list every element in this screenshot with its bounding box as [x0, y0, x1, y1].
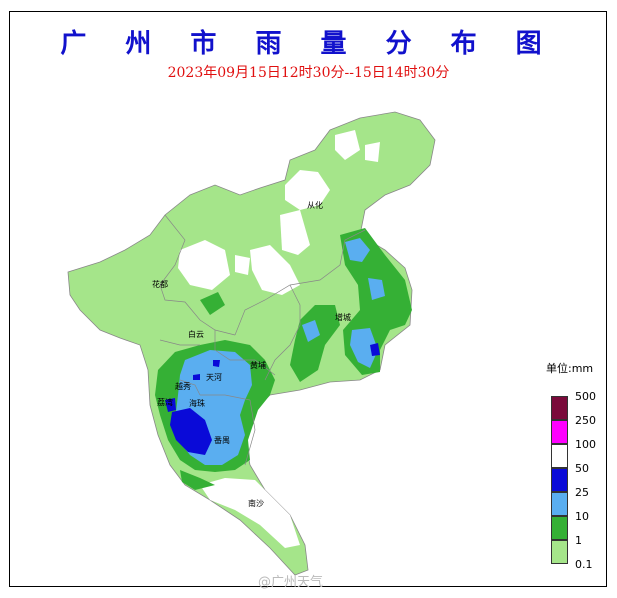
place-label-huadu: 花都 — [152, 279, 168, 289]
rain-50mm-liwan — [165, 398, 176, 412]
map-title: 广 州 市 雨 量 分 布 图 — [60, 29, 557, 59]
place-label-nansha: 南沙 — [248, 498, 264, 508]
rain-50mm-panyu — [170, 408, 212, 455]
legend-label: 25 — [575, 486, 589, 499]
legend-swatch — [551, 444, 568, 468]
legend-swatch — [551, 420, 568, 444]
dry-area-middle — [280, 210, 310, 255]
place-label-yuexiu: 越秀 — [175, 381, 191, 391]
legend-label: 500 — [575, 390, 596, 403]
legend-label: 100 — [575, 438, 596, 451]
dry-area-nansha — [200, 478, 300, 548]
guangzhou-outline — [67, 111, 436, 576]
rain-10mm-zengcheng-west — [290, 305, 340, 382]
watermark: @广州天气 — [258, 575, 324, 590]
rain-25mm-zengcheng-ne — [345, 238, 370, 262]
rain-25mm-zengcheng-se — [350, 328, 378, 368]
legend-label: 10 — [575, 510, 589, 523]
place-label-baiyun: 白云 — [188, 329, 204, 339]
legend-label: 0.1 — [575, 558, 593, 571]
rain-25mm-zengcheng-e — [368, 278, 385, 300]
legend-title: 单位:mm — [546, 362, 594, 375]
district-boundaries — [159, 214, 366, 466]
legend-swatch — [551, 468, 568, 492]
map-subtitle: 2023年09月15日12时30分--15日14时30分 — [167, 65, 450, 81]
place-label-zengcheng: 增城 — [335, 312, 351, 322]
dry-area-conghua — [285, 170, 330, 210]
legend-label: 250 — [575, 414, 596, 427]
legend-swatch — [551, 516, 568, 540]
place-label-huangpu: 黄埔 — [250, 360, 266, 370]
dry-area-huadu — [178, 240, 230, 290]
place-label-panyu: 番禺 — [214, 435, 230, 445]
place-label-tianhe: 天河 — [206, 372, 222, 382]
rain-10mm-south — [180, 470, 215, 490]
rain-10mm-baiyun — [200, 292, 225, 315]
dry-area-north — [335, 130, 360, 160]
legend-swatch — [551, 540, 568, 564]
dry-area-huadu2 — [235, 255, 250, 275]
place-label-haizhu: 海珠 — [189, 398, 205, 408]
rain-50mm-tianhe — [213, 360, 220, 367]
rain-25mm-zengcheng-w — [302, 320, 320, 342]
legend-swatch — [551, 396, 568, 420]
legend-label: 50 — [575, 462, 589, 475]
legend-label: 1 — [575, 534, 582, 547]
place-label-conghua: 从化 — [307, 200, 323, 210]
place-label-liwan: 荔湾 — [157, 397, 173, 407]
rain-50mm-zengcheng — [370, 343, 380, 356]
dry-area-central — [250, 245, 300, 295]
dry-area-north2 — [365, 142, 380, 162]
rain-50mm-yuexiu — [193, 374, 200, 380]
legend-swatch — [551, 492, 568, 516]
